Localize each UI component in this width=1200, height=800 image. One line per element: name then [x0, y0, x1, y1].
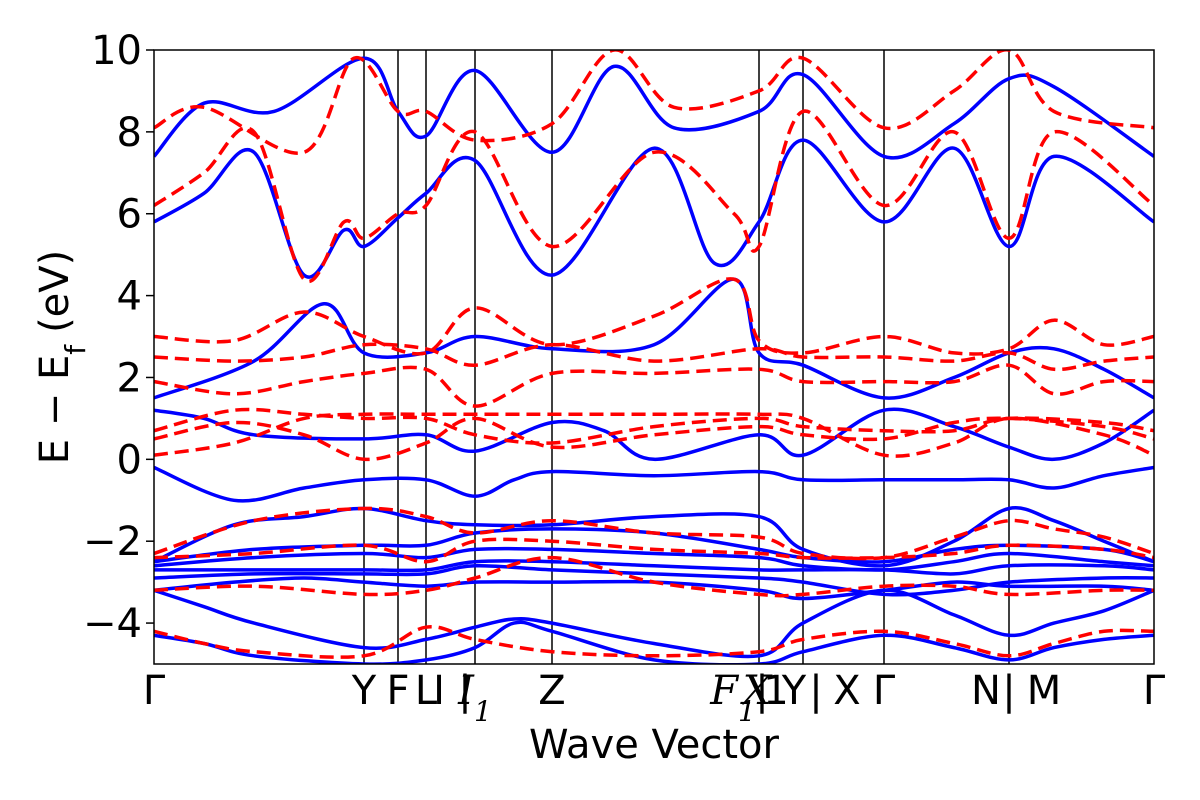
solid-band-7 [154, 506, 1154, 568]
y-axis-title-unit: (eV) [32, 250, 78, 333]
kpath-label-11: | [755, 668, 768, 714]
solid-band-12 [154, 56, 1154, 160]
kpath-label-text: Y [781, 668, 807, 714]
kpath-label-7: Z [538, 668, 565, 714]
kpath-label-15: Γ [873, 668, 896, 714]
kpath-label-text: Z [538, 668, 565, 714]
dashed-band-11 [154, 50, 1154, 155]
y-tick-label: −4 [83, 601, 142, 647]
solid-band-5 [154, 546, 1154, 572]
kpath-label-text: | [809, 668, 822, 714]
kpath-label-text: X [833, 668, 860, 714]
y-tick-label: 6 [117, 192, 142, 238]
dashed-band-10 [154, 109, 1154, 284]
dashed-band-3 [154, 506, 1154, 561]
kpath-label-text: N [971, 668, 1001, 714]
kpath-label-sub: 1 [474, 695, 492, 728]
y-axis-ticks: −4 −2 0 2 4 6 8 10 [83, 28, 154, 647]
solid-band-3 [154, 563, 1154, 597]
kpath-label-16: N [971, 668, 1001, 714]
kpath-label-sub: 1 [738, 695, 756, 728]
kpath-label-0: Γ [143, 668, 166, 714]
y-tick-label: 10 [91, 28, 142, 74]
kpath-label-text: | [755, 668, 768, 714]
kpath-label-13: | [809, 668, 822, 714]
y-axis-title-sub: f [59, 344, 92, 355]
band-lines [154, 50, 1154, 664]
kpath-label-text: M [1027, 668, 1062, 714]
y-tick-label: 8 [117, 110, 142, 156]
dashed-band-1 [154, 555, 1154, 598]
y-tick-label: −2 [83, 519, 142, 565]
kpath-label-4: I [433, 668, 445, 714]
kpath-label-text: F [709, 668, 739, 714]
y-tick-label: 0 [117, 437, 142, 483]
kpath-label-3: L [415, 668, 438, 714]
kpath-label-text: L [415, 668, 438, 714]
kpath-label-text: Γ [873, 668, 896, 714]
dashed-band-0 [154, 625, 1154, 659]
kpath-label-text: Y [351, 668, 377, 714]
kpath-label-17: | [1002, 668, 1015, 714]
kpath-label-10: 1 [763, 668, 788, 714]
kpath-label-12: Y [781, 668, 807, 714]
kpath-label-2: F [386, 668, 409, 714]
kpath-label-5: | [458, 668, 471, 714]
kpath-label-text: | [458, 668, 471, 714]
y-tick-label: 2 [117, 355, 142, 401]
kpath-label-9: X [740, 668, 773, 714]
solid-band-4 [154, 559, 1154, 576]
kpath-label-14: X [833, 668, 860, 714]
kpath-label-text: Γ [1143, 668, 1166, 714]
dashed-band-8 [154, 342, 1154, 372]
y-axis-title-main: E − E [32, 355, 78, 465]
dashed-band-6 [154, 407, 1154, 445]
kpath-label-text: Γ [143, 668, 166, 714]
kpath-label-19: Γ [1143, 668, 1166, 714]
kpath-label-text: I [433, 668, 445, 714]
dashed-band-9 [154, 277, 1154, 356]
solid-band-8 [154, 465, 1154, 503]
kpath-label-text: | [1002, 668, 1015, 714]
y-tick-label: 4 [117, 274, 142, 320]
x-axis-title: Wave Vector [529, 722, 780, 768]
solid-band-11 [154, 138, 1154, 279]
solid-band-9 [154, 407, 1154, 462]
dashed-band-5 [154, 416, 1154, 462]
kpath-label-text: I [457, 668, 475, 714]
kpath-label-text: 1 [763, 668, 788, 714]
kpath-label-text: F [386, 668, 409, 714]
kpath-label-8: F1 [709, 668, 756, 728]
kpath-label-6: I1 [457, 668, 492, 728]
solid-band-1 [154, 588, 1154, 659]
y-axis-title: E − Ef (eV) [32, 250, 92, 465]
kpath-label-text: X [740, 668, 773, 714]
dashed-band-7 [154, 363, 1154, 408]
kpath-label-1: Y [351, 668, 377, 714]
kpath-label-18: M [1027, 668, 1062, 714]
plot-frame [153, 49, 1155, 665]
dashed-band-2 [154, 537, 1154, 564]
solid-band-0 [154, 620, 1154, 664]
